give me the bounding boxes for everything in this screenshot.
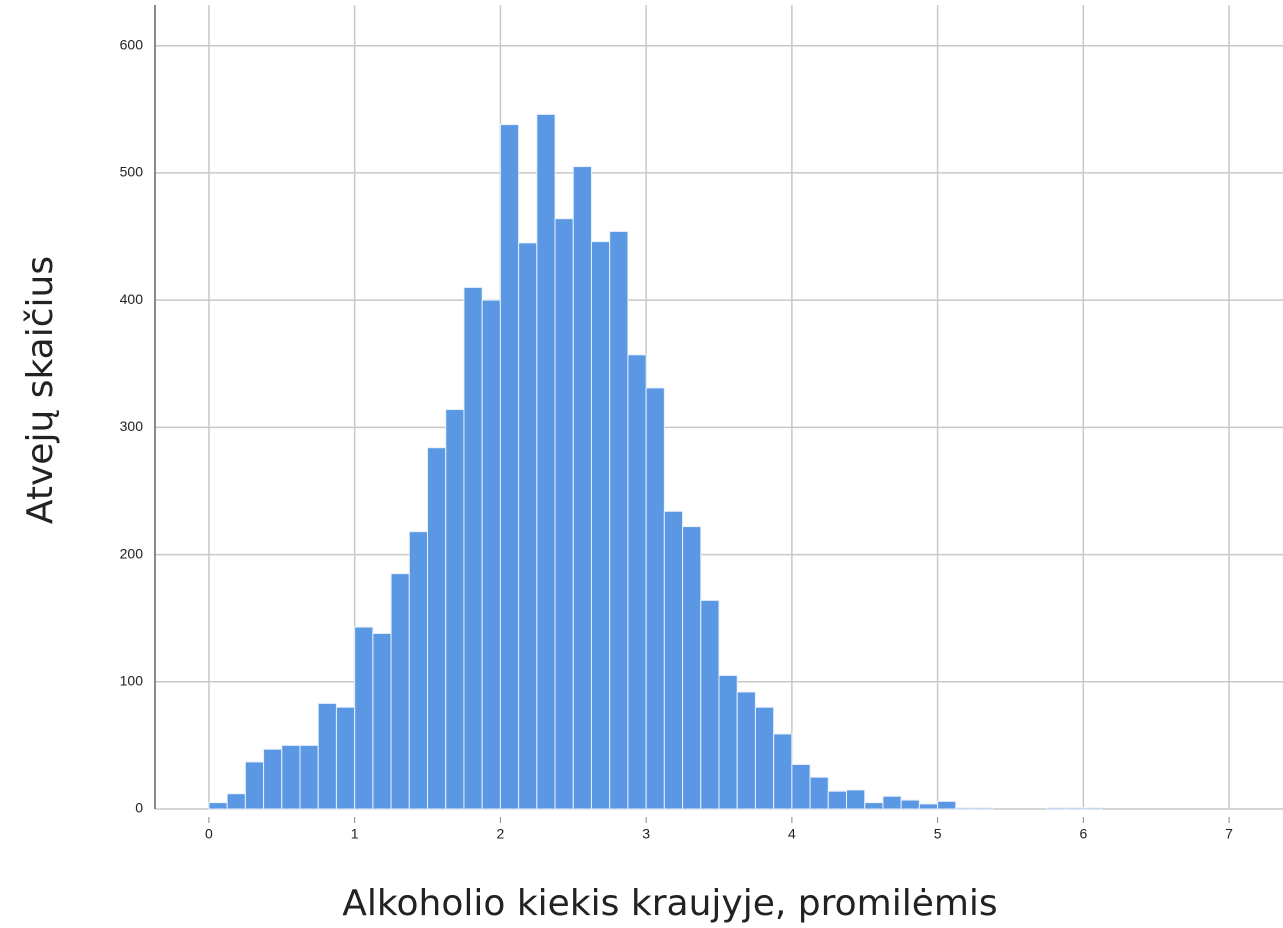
bar — [481, 299, 501, 810]
bar — [900, 799, 920, 810]
bar — [736, 691, 756, 810]
bar — [390, 573, 410, 810]
bar — [281, 744, 301, 810]
bar — [427, 447, 447, 810]
x-tick-label: 3 — [642, 826, 650, 842]
bar — [499, 124, 520, 810]
bar — [682, 526, 702, 810]
bar — [372, 632, 392, 810]
bar — [827, 790, 848, 810]
bar — [208, 802, 228, 810]
x-tick-label: 1 — [351, 826, 359, 842]
bar — [317, 702, 337, 810]
bar — [518, 242, 538, 810]
bar — [408, 531, 429, 810]
bar — [663, 510, 684, 810]
bar — [609, 230, 629, 810]
bar — [354, 626, 374, 810]
bar — [1082, 807, 1103, 810]
x-axis-title: Alkoholio kiekis kraujyje, promilėmis — [342, 883, 997, 924]
y-tick-label: 100 — [120, 672, 144, 688]
y-tick-label: 200 — [120, 545, 144, 561]
bar — [445, 409, 465, 810]
bar — [263, 748, 283, 810]
y-tick-label: 300 — [120, 418, 144, 434]
bar — [754, 706, 775, 810]
x-tick-label: 0 — [205, 826, 213, 842]
bar — [791, 763, 811, 810]
x-tick-label: 6 — [1079, 826, 1087, 842]
x-tick-label: 7 — [1225, 826, 1233, 842]
bar — [846, 789, 866, 810]
bar — [627, 354, 647, 810]
bar — [572, 166, 592, 810]
bar — [299, 744, 319, 810]
x-tick-label: 2 — [496, 826, 504, 842]
bar — [645, 387, 665, 810]
bar — [773, 733, 793, 810]
bar — [554, 218, 574, 810]
bar — [937, 800, 957, 810]
y-tick-label: 600 — [120, 36, 144, 52]
x-tick-label: 5 — [934, 826, 942, 842]
bar — [882, 795, 902, 810]
bar — [973, 807, 993, 810]
bar — [463, 286, 483, 810]
bar — [864, 802, 884, 810]
bar — [918, 803, 939, 810]
bar — [244, 761, 265, 810]
bar — [590, 241, 611, 810]
bar — [809, 776, 829, 810]
bar — [955, 807, 975, 810]
bar — [1064, 807, 1084, 810]
x-tick-label: 4 — [788, 826, 796, 842]
y-tick-label: 500 — [120, 164, 144, 180]
y-axis-title: Atvejų skaičius — [20, 256, 61, 524]
bar — [718, 674, 738, 810]
y-tick-label: 0 — [135, 800, 143, 816]
bar — [1046, 807, 1066, 810]
bar — [335, 706, 356, 810]
bar — [226, 793, 246, 810]
y-tick-label: 400 — [120, 291, 144, 307]
bar — [700, 599, 720, 810]
bar — [536, 113, 556, 810]
